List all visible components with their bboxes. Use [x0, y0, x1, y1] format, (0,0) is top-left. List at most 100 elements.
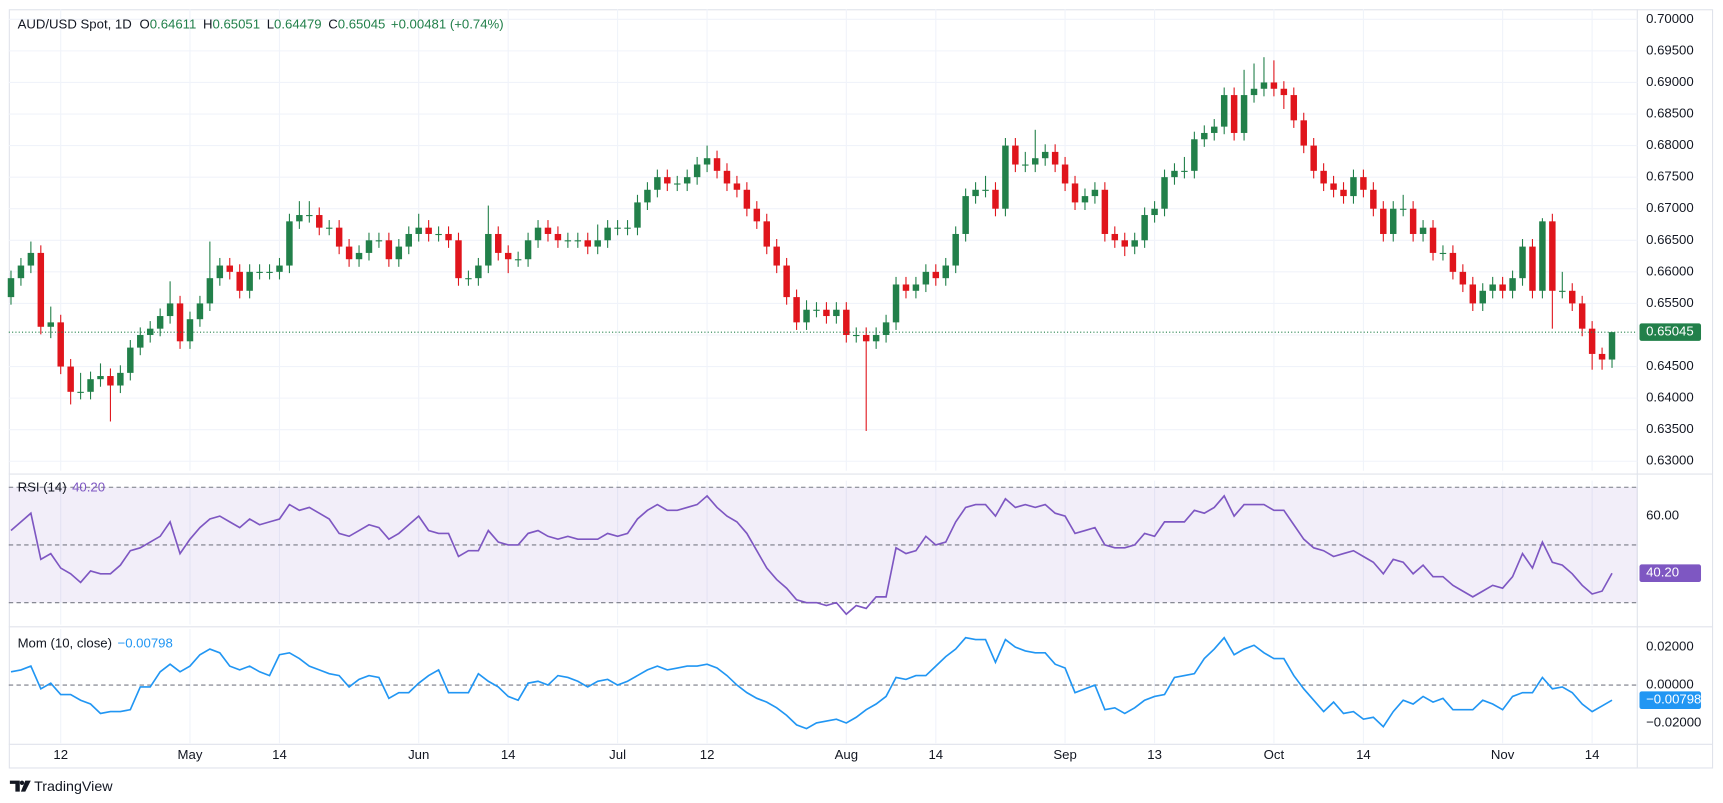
candle-body — [504, 252, 512, 260]
candle-body — [206, 278, 214, 304]
candle-body — [306, 215, 313, 217]
candle-body — [723, 170, 731, 184]
candle-body — [1250, 88, 1258, 96]
candle-body — [316, 215, 323, 228]
candle-body — [47, 322, 54, 327]
candle-body — [992, 189, 999, 209]
y-tick-label: 0.66000 — [1646, 263, 1694, 278]
x-tick-label: Oct — [1264, 747, 1285, 762]
candle-body — [1608, 332, 1616, 360]
candle-body — [664, 177, 671, 184]
value-tag — [1639, 564, 1702, 583]
indicator-value: −0.00798 — [118, 636, 173, 651]
ohlc-key: C — [328, 17, 338, 32]
candle-body — [783, 265, 790, 298]
candle-body — [1588, 328, 1596, 354]
candle-body — [196, 303, 204, 320]
candle-body — [1081, 196, 1089, 203]
y-tick-label: 0.70000 — [1646, 11, 1694, 26]
candle-body — [1509, 278, 1516, 291]
y-tick-label: 0.67500 — [1646, 169, 1694, 184]
candle-body — [1270, 82, 1278, 89]
candle-body — [703, 158, 711, 165]
candle-body — [276, 265, 283, 272]
y-tick-label: 0.63500 — [1646, 421, 1694, 436]
candle-body — [1101, 189, 1109, 234]
candle-body — [524, 240, 532, 260]
candle-body — [793, 297, 800, 323]
candle-body — [922, 271, 930, 285]
ohlc-value: 0.64479 — [274, 17, 322, 32]
frame — [8, 9, 1714, 769]
last-price-label: 0.65045 — [1646, 324, 1694, 339]
x-tick-label: 14 — [928, 747, 943, 762]
candle-body — [1330, 183, 1337, 190]
candle-body — [1429, 227, 1437, 253]
x-tick-label: 14 — [1585, 747, 1600, 762]
candle-body — [1111, 233, 1119, 241]
candle-body — [1171, 170, 1178, 178]
candle-body — [266, 271, 273, 273]
candle-body — [77, 391, 84, 393]
candle-body — [1022, 164, 1029, 166]
candle-body — [1409, 208, 1417, 234]
x-tick-label: 12 — [700, 747, 715, 762]
candle-body — [544, 227, 552, 234]
candle-body — [1419, 227, 1427, 234]
candle-body — [534, 227, 542, 241]
candle-body — [823, 309, 830, 317]
candle-body — [733, 183, 741, 190]
logo — [9, 780, 31, 792]
candle-body — [1041, 151, 1049, 159]
candle-body — [833, 309, 840, 317]
candle-body — [1071, 183, 1079, 203]
candle-body — [1549, 221, 1556, 291]
candle-body — [862, 334, 870, 342]
candle-body — [1051, 151, 1059, 165]
candle-body — [763, 221, 770, 247]
candle-body — [395, 246, 403, 260]
x-tick-label: Aug — [835, 747, 858, 762]
candle-body — [1399, 208, 1407, 210]
candle-body — [1449, 252, 1457, 272]
candle-body — [713, 158, 721, 171]
candle-body — [892, 284, 900, 323]
candle-body — [67, 366, 74, 392]
candle-body — [1360, 177, 1367, 190]
candle-body — [942, 265, 949, 279]
y-tick-label: 0.67000 — [1646, 200, 1694, 215]
y-tick-label: 0.68000 — [1646, 137, 1694, 152]
candle-body — [514, 259, 522, 261]
ohlc-key: L — [267, 17, 274, 32]
x-tick-label: 14 — [501, 747, 516, 762]
candle-body — [882, 322, 890, 335]
y-tick-label: 0.64000 — [1646, 390, 1694, 405]
candle-body — [1320, 170, 1327, 184]
candle-body — [1012, 145, 1019, 165]
value-tag — [1639, 691, 1702, 709]
candle-body — [445, 233, 452, 241]
candle-body — [166, 303, 174, 317]
candle-body — [952, 233, 959, 266]
candle-body — [17, 265, 25, 279]
candle-body — [1181, 170, 1188, 172]
candle-body — [1121, 240, 1128, 247]
candle-body — [137, 334, 144, 348]
candle-body — [455, 240, 462, 279]
candle-body — [674, 183, 681, 185]
candle-body — [594, 240, 601, 247]
candle-body — [465, 278, 472, 280]
candle-body — [1151, 208, 1158, 216]
y-tick-label: 0.63000 — [1646, 453, 1694, 468]
candle-body — [296, 215, 303, 222]
logo-mark — [9, 780, 31, 792]
candle-body — [604, 227, 611, 241]
watermark: TradingView — [34, 779, 113, 795]
x-tick-label: 14 — [272, 747, 287, 762]
ohlc-key: H — [203, 17, 213, 32]
y-tick-label: 0.69500 — [1646, 42, 1694, 57]
candle-body — [1290, 95, 1298, 121]
candle-body — [1578, 303, 1586, 329]
candle-body — [644, 189, 651, 203]
